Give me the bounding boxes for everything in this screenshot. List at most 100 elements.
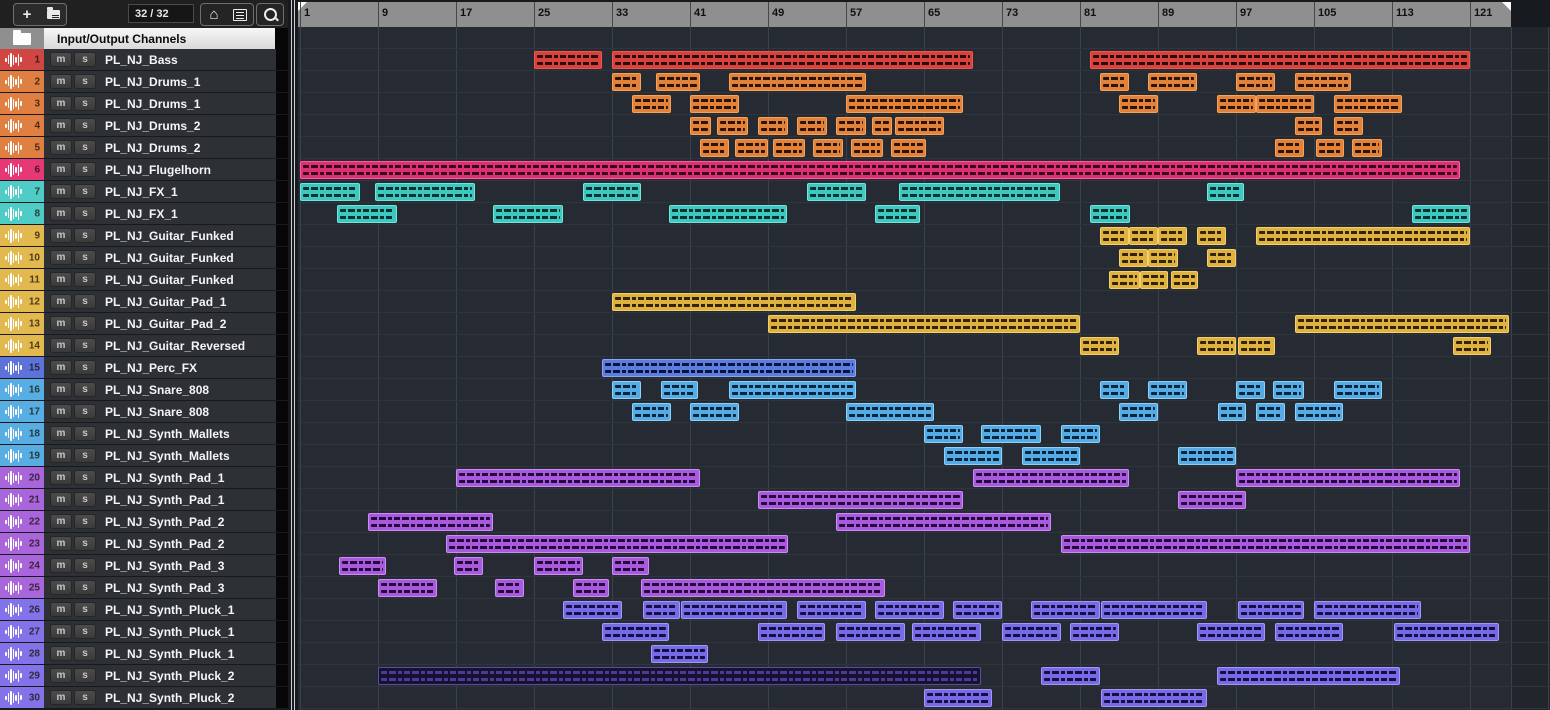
audio-clip[interactable]: [602, 623, 669, 641]
track-name[interactable]: PL_NJ_Snare_808: [105, 382, 210, 397]
audio-clip[interactable]: [378, 579, 437, 597]
audio-clip[interactable]: [495, 579, 525, 597]
audio-clip[interactable]: [631, 95, 671, 113]
timeline-ruler[interactable]: 1 9 17 25 33 41 49 57 65 73 81 89 97 105 113 121: [298, 0, 1550, 27]
audio-clip[interactable]: [643, 601, 681, 619]
solo-button[interactable]: s: [74, 316, 96, 331]
find-track-button[interactable]: [257, 4, 283, 25]
solo-button[interactable]: s: [74, 228, 96, 243]
audio-clip[interactable]: [717, 117, 749, 135]
audio-clip[interactable]: [1236, 381, 1266, 399]
audio-clip[interactable]: [1021, 447, 1080, 465]
solo-button[interactable]: s: [74, 118, 96, 133]
audio-clip[interactable]: [850, 139, 884, 157]
track-name[interactable]: PL_NJ_FX_1: [105, 206, 178, 221]
audio-clip[interactable]: [953, 601, 1002, 619]
track-row[interactable]: 28 m s PL_NJ_Synth_Pluck_1: [0, 643, 288, 664]
audio-clip[interactable]: [1080, 337, 1119, 355]
audio-clip[interactable]: [612, 381, 642, 399]
solo-button[interactable]: s: [74, 206, 96, 221]
mute-button[interactable]: m: [50, 118, 72, 133]
mute-button[interactable]: m: [50, 624, 72, 639]
solo-button[interactable]: s: [74, 514, 96, 529]
track-color-stripe[interactable]: 19: [0, 445, 44, 466]
audio-clip[interactable]: [681, 601, 788, 619]
audio-clip[interactable]: [1140, 271, 1168, 289]
track-color-stripe[interactable]: 22: [0, 511, 44, 532]
track-row[interactable]: 25 m s PL_NJ_Synth_Pad_3: [0, 577, 288, 598]
track-row[interactable]: 4 m s PL_NJ_Drums_2: [0, 115, 288, 136]
event-display[interactable]: [298, 27, 1550, 710]
mute-button[interactable]: m: [50, 470, 72, 485]
audio-clip[interactable]: [612, 293, 856, 311]
io-channels-header[interactable]: Input/Output Channels: [0, 28, 288, 49]
audio-clip[interactable]: [1148, 73, 1197, 91]
track-name[interactable]: PL_NJ_Flugelhorn: [105, 162, 212, 177]
track-color-stripe[interactable]: 28: [0, 643, 44, 664]
track-row[interactable]: 24 m s PL_NJ_Synth_Pad_3: [0, 555, 288, 576]
track-name[interactable]: PL_NJ_Guitar_Funked: [105, 272, 234, 287]
solo-button[interactable]: s: [74, 470, 96, 485]
audio-clip[interactable]: [797, 117, 827, 135]
track-row[interactable]: 5 m s PL_NJ_Drums_2: [0, 137, 288, 158]
audio-clip[interactable]: [1206, 183, 1244, 201]
audio-clip[interactable]: [699, 139, 729, 157]
track-name[interactable]: PL_NJ_Synth_Pluck_2: [105, 690, 235, 705]
audio-clip[interactable]: [836, 513, 1051, 531]
track-name[interactable]: PL_NJ_Guitar_Funked: [105, 250, 234, 265]
audio-clip[interactable]: [898, 183, 1061, 201]
audio-clip[interactable]: [924, 689, 993, 707]
audio-clip[interactable]: [1002, 623, 1061, 641]
track-color-stripe[interactable]: 10: [0, 247, 44, 268]
track-color-stripe[interactable]: 5: [0, 137, 44, 158]
track-row[interactable]: 26 m s PL_NJ_Synth_Pluck_1: [0, 599, 288, 620]
solo-button[interactable]: s: [74, 360, 96, 375]
audio-clip[interactable]: [836, 623, 905, 641]
audio-clip[interactable]: [1109, 271, 1141, 289]
mute-button[interactable]: m: [50, 514, 72, 529]
solo-button[interactable]: s: [74, 52, 96, 67]
track-name[interactable]: PL_NJ_Perc_FX: [105, 360, 198, 375]
track-name[interactable]: PL_NJ_FX_1: [105, 184, 178, 199]
audio-clip[interactable]: [1294, 117, 1322, 135]
track-name[interactable]: PL_NJ_Synth_Pad_1: [105, 470, 225, 485]
track-row[interactable]: 17 m s PL_NJ_Snare_808: [0, 401, 288, 422]
solo-button[interactable]: s: [74, 294, 96, 309]
track-color-stripe[interactable]: 6: [0, 159, 44, 180]
mute-button[interactable]: m: [50, 272, 72, 287]
track-row[interactable]: 7 m s PL_NJ_FX_1: [0, 181, 288, 202]
track-color-stripe[interactable]: 26: [0, 599, 44, 620]
audio-clip[interactable]: [1218, 403, 1246, 421]
track-name[interactable]: PL_NJ_Snare_808: [105, 404, 210, 419]
audio-clip[interactable]: [1060, 535, 1470, 553]
solo-button[interactable]: s: [74, 558, 96, 573]
audio-clip[interactable]: [1273, 381, 1305, 399]
audio-clip[interactable]: [729, 381, 856, 399]
mute-button[interactable]: m: [50, 52, 72, 67]
audio-clip[interactable]: [807, 183, 866, 201]
audio-clip[interactable]: [1119, 95, 1158, 113]
solo-button[interactable]: s: [74, 74, 96, 89]
mute-button[interactable]: m: [50, 690, 72, 705]
track-color-stripe[interactable]: 21: [0, 489, 44, 510]
audio-clip[interactable]: [729, 73, 866, 91]
track-color-stripe[interactable]: 27: [0, 621, 44, 642]
panel-divider[interactable]: [288, 0, 298, 710]
track-color-stripe[interactable]: 11: [0, 269, 44, 290]
track-color-stripe[interactable]: 4: [0, 115, 44, 136]
ruler-band[interactable]: 1 9 17 25 33 41 49 57 65 73 81 89 97 105 113 121: [298, 2, 1511, 27]
audio-clip[interactable]: [758, 491, 963, 509]
track-row[interactable]: 1 m s PL_NJ_Bass: [0, 49, 288, 70]
audio-clip[interactable]: [1275, 623, 1344, 641]
audio-clip[interactable]: [1148, 249, 1178, 267]
mute-button[interactable]: m: [50, 580, 72, 595]
track-color-stripe[interactable]: 23: [0, 533, 44, 554]
track-color-stripe[interactable]: 12: [0, 291, 44, 312]
track-row[interactable]: 29 m s PL_NJ_Synth_Pluck_2: [0, 665, 288, 686]
track-name[interactable]: PL_NJ_Bass: [105, 52, 178, 67]
track-name[interactable]: PL_NJ_Synth_Pad_3: [105, 558, 225, 573]
audio-clip[interactable]: [1041, 667, 1100, 685]
audio-clip[interactable]: [872, 117, 892, 135]
audio-clip[interactable]: [375, 183, 476, 201]
track-row[interactable]: 16 m s PL_NJ_Snare_808: [0, 379, 288, 400]
